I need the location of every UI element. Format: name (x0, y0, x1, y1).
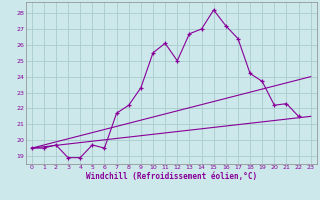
X-axis label: Windchill (Refroidissement éolien,°C): Windchill (Refroidissement éolien,°C) (86, 172, 257, 181)
